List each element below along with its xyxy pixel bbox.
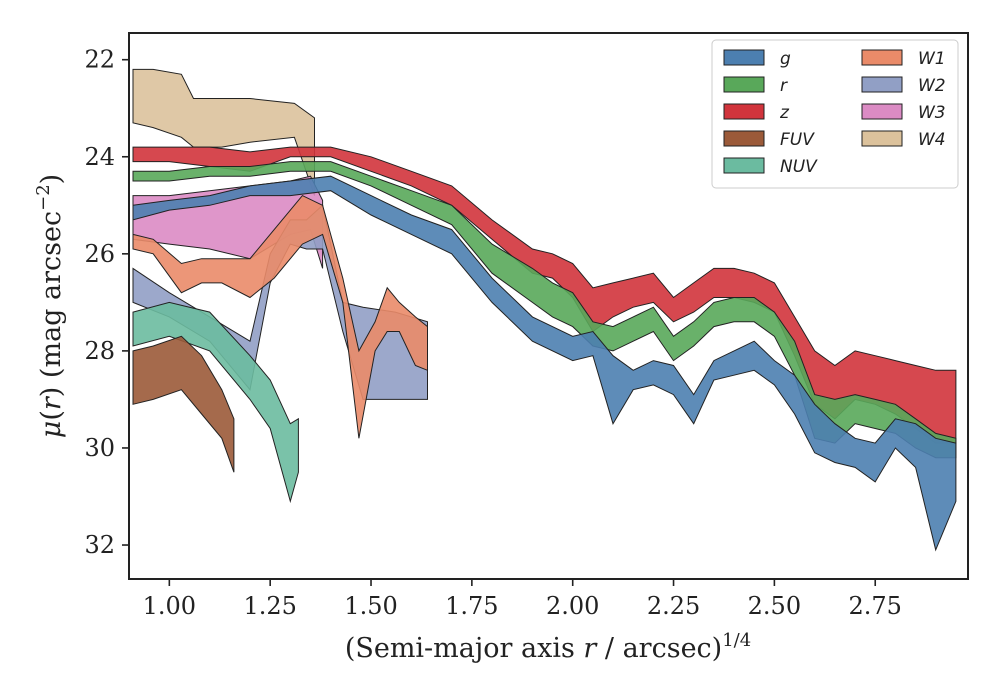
legend-swatch-g	[723, 49, 765, 66]
legend: grz FUV NUV W1 W2 W3 W4	[711, 39, 959, 189]
y-tick-label: 22	[84, 46, 115, 74]
legend-swatch-w2	[861, 76, 903, 93]
legend-label-w4: W4	[918, 130, 946, 150]
legend-label-w3: W3	[918, 103, 946, 123]
x-tick-label: 2.25	[647, 592, 700, 620]
x-tick-label: 1.25	[243, 592, 296, 620]
x-axis-label: (Semi-major axis r / arcsec)1/4	[345, 630, 751, 664]
y-tick-label: 26	[84, 240, 115, 268]
plot-frame	[128, 32, 969, 580]
y-tick-label: 24	[84, 143, 115, 171]
legend-label-g: g	[780, 49, 791, 69]
legend-swatch-fuv	[723, 130, 765, 147]
y-axis-ticks: 22 24 26 28 30 32	[84, 46, 129, 559]
x-tick-label: 2.75	[849, 592, 902, 620]
band-w1	[132, 194, 428, 439]
x-axis-ticks: 1.00 1.25 1.50 1.75 2.00 2.25 2.50 2.75	[143, 579, 902, 620]
legend-swatch-z	[723, 103, 765, 120]
legend-label-r: r	[780, 76, 788, 96]
legend-label-fuv: FUV	[780, 130, 815, 150]
legend-label-z: z	[779, 103, 790, 123]
x-tick-label: 2.00	[546, 592, 599, 620]
legend-swatch-r	[723, 76, 765, 93]
y-tick-label: 30	[84, 434, 115, 462]
legend-swatch-w1	[861, 49, 903, 66]
band-fuv	[132, 335, 235, 473]
legend-swatch-w4	[861, 130, 903, 147]
x-tick-label: 2.50	[748, 592, 801, 620]
series-bands	[132, 68, 957, 552]
legend-swatch-nuv	[723, 157, 765, 174]
x-tick-label: 1.00	[143, 592, 196, 620]
y-tick-label: 32	[84, 531, 115, 559]
legend-label-nuv: NUV	[780, 157, 818, 177]
legend-swatch-w3	[861, 103, 903, 120]
y-axis-label: μ(r) (mag arcsec−2)	[33, 174, 67, 438]
legend-label-w2: W2	[918, 76, 946, 96]
legend-label-w1: W1	[918, 49, 946, 69]
x-tick-label: 1.75	[445, 592, 498, 620]
x-tick-label: 1.50	[344, 592, 397, 620]
y-tick-label: 28	[84, 337, 115, 365]
band-g	[132, 175, 957, 552]
